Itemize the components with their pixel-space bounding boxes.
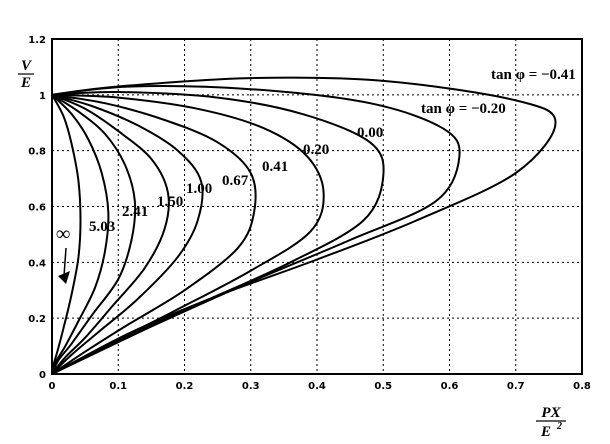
svg-text:V: V <box>21 58 33 74</box>
y-tick-label: 0.4 <box>28 258 46 269</box>
x-tick-label: 0 <box>49 381 56 392</box>
y-tick-label: 0 <box>39 370 46 381</box>
curve-label-1.50: 1.50 <box>157 194 183 210</box>
curve-label-2.41: 2.41 <box>122 204 148 220</box>
svg-text:E: E <box>540 424 551 440</box>
curve-label-0.20: 0.20 <box>303 142 329 158</box>
annotation-tan-neg020: tan φ = −0.20 <box>421 101 506 117</box>
curve-label-0.41: 0.41 <box>262 159 288 175</box>
curve-label-1.00: 1.00 <box>186 181 212 197</box>
y-axis-label: V E <box>18 58 34 91</box>
y-tick-label: 0.6 <box>28 203 46 214</box>
plot-frame <box>51 38 583 375</box>
x-tick-label: 0.2 <box>176 381 194 392</box>
x-tick-label: 0.3 <box>242 381 260 392</box>
y-tick-label: 0.8 <box>28 147 46 158</box>
curve-tan-2.41 <box>51 94 110 375</box>
y-tick-label: 1.2 <box>28 35 46 46</box>
x-tick-label: 0.5 <box>374 381 392 392</box>
y-tick-label: 0.2 <box>28 314 46 325</box>
curves <box>51 76 557 375</box>
annotation-tan-neg041: tan φ = −0.41 <box>491 67 576 83</box>
x-tick-label: 0.7 <box>507 381 525 392</box>
svg-text:E: E <box>20 75 31 91</box>
curve-tan--0.41 <box>51 76 557 375</box>
x-tick-label: 0.6 <box>441 381 459 392</box>
curve-label-5.03: 5.03 <box>89 219 115 235</box>
y-tick-label: 1 <box>39 91 46 102</box>
curve-tan-1.00 <box>51 93 170 375</box>
curve-label-0.67: 0.67 <box>222 173 249 189</box>
curve-tan-1.50 <box>51 93 137 375</box>
x-axis-label: PX E 2 <box>536 405 566 440</box>
curve-labels: 0.00 0.20 0.41 0.67 1.001.50 2.41 5.03 <box>89 125 383 235</box>
infinity-arrow <box>58 247 70 284</box>
curve-tan-0.00 <box>51 90 385 375</box>
x-tick-label: 0.4 <box>308 381 326 392</box>
svg-text:2: 2 <box>556 421 562 432</box>
curve-tan-5.03 <box>51 94 82 375</box>
curve-tan-0.20 <box>51 93 325 375</box>
x-tick-label: 0.8 <box>573 381 591 392</box>
curve-label-0.00: 0.00 <box>357 125 383 141</box>
x-tick-label: 0.1 <box>109 381 127 392</box>
annotation-infinity: ∞ <box>56 223 70 245</box>
curve-tan-0.41 <box>51 93 257 375</box>
svg-text:PX: PX <box>541 405 561 421</box>
curve-tan-0.67 <box>51 93 204 375</box>
tick-labels: 0 0.1 0.2 0.3 0.4 0.5 0.6 0.7 0.8 0 0.2 0.4 0.6 0.8 1 1… <box>28 35 591 392</box>
curve-tan--0.20 <box>51 85 461 375</box>
